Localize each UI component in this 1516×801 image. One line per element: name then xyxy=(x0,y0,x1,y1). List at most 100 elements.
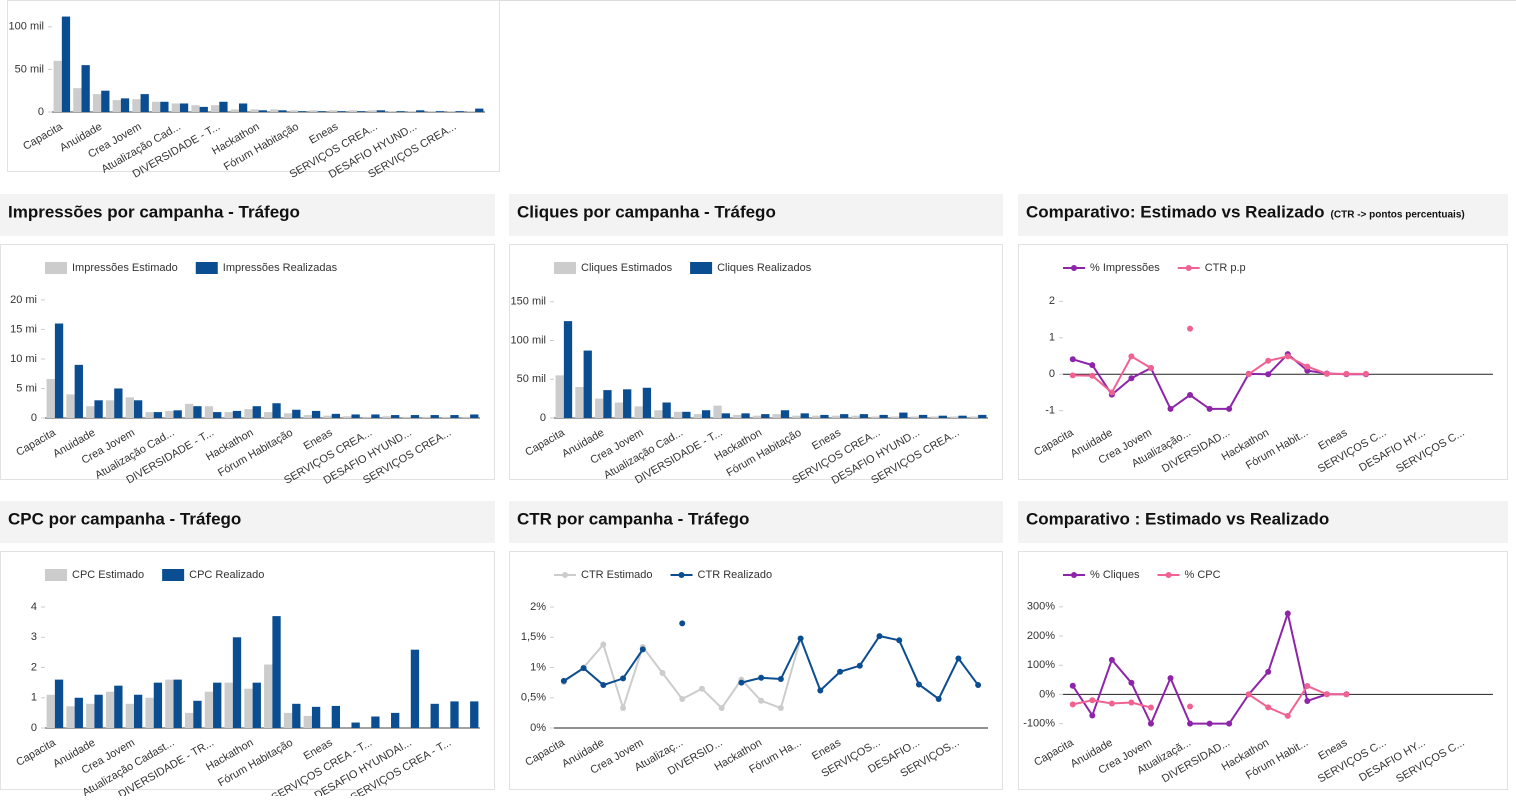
chart-title: Impressões por campanha - Tráfego xyxy=(8,202,300,221)
bar xyxy=(278,110,287,112)
bar xyxy=(211,105,220,112)
bar xyxy=(430,703,439,728)
bar xyxy=(348,110,358,112)
point xyxy=(1069,356,1076,363)
bar xyxy=(153,682,163,728)
point xyxy=(1089,372,1096,379)
bar xyxy=(264,664,273,728)
bar xyxy=(910,416,919,418)
bar xyxy=(563,321,573,418)
bar xyxy=(272,403,281,418)
legend-label: CTR p.p xyxy=(1205,262,1246,274)
legend-label: CPC Realizado xyxy=(189,569,264,581)
bar xyxy=(475,108,484,112)
bar xyxy=(958,415,967,418)
bar xyxy=(792,415,801,418)
bar xyxy=(86,406,95,418)
bar xyxy=(191,105,200,112)
legend-label: CTR Realizado xyxy=(698,569,773,581)
y-tick-label: 0 xyxy=(540,412,546,424)
bar xyxy=(470,414,479,418)
point xyxy=(1069,682,1076,689)
bar xyxy=(264,412,273,418)
legend-label: % Impressões xyxy=(1090,262,1160,274)
point xyxy=(1108,656,1115,663)
bar xyxy=(396,111,405,112)
bar xyxy=(81,65,90,112)
bar xyxy=(283,413,293,418)
point xyxy=(777,705,784,712)
point xyxy=(1187,325,1194,332)
bar xyxy=(303,415,312,418)
point xyxy=(1147,365,1154,372)
legend-swatch xyxy=(45,569,67,581)
chart-title: Cliques por campanha - Tráfego xyxy=(517,202,776,221)
point xyxy=(777,676,784,683)
bar xyxy=(46,379,55,418)
point xyxy=(1089,712,1096,719)
bar xyxy=(230,109,239,112)
bar xyxy=(238,103,248,112)
point xyxy=(1284,610,1291,617)
chart-title: CTR por campanha - Tráfego xyxy=(517,509,749,528)
bar xyxy=(54,679,64,728)
point xyxy=(1304,363,1311,370)
bar xyxy=(125,397,134,418)
point xyxy=(1147,704,1154,711)
bar xyxy=(114,685,123,728)
point xyxy=(1265,357,1272,364)
bar xyxy=(930,416,939,418)
legend-label: Impressões Estimado xyxy=(72,262,178,274)
bar xyxy=(252,682,261,728)
bar xyxy=(938,415,947,418)
bar xyxy=(969,416,979,418)
bar xyxy=(654,410,663,418)
point xyxy=(1147,720,1154,727)
point xyxy=(1245,371,1252,378)
bar xyxy=(193,406,202,418)
bar xyxy=(642,387,652,418)
legend-swatch xyxy=(690,262,713,274)
bar xyxy=(184,403,194,418)
bar xyxy=(357,111,366,112)
bar xyxy=(74,697,83,728)
legend-dot xyxy=(562,572,568,578)
bar xyxy=(125,703,134,728)
y-tick-label: 0 xyxy=(31,412,37,424)
bar xyxy=(368,110,377,112)
point xyxy=(1108,389,1115,396)
point xyxy=(817,687,824,694)
point xyxy=(1069,372,1076,379)
legend-label: CPC Estimado xyxy=(72,569,144,581)
bar xyxy=(132,99,141,112)
y-tick-label: 1,5% xyxy=(521,631,546,643)
y-tick-label: 10 mi xyxy=(10,353,37,365)
bar xyxy=(61,16,71,113)
bar xyxy=(673,411,683,418)
bar xyxy=(179,103,189,112)
point xyxy=(1167,405,1174,412)
bar xyxy=(244,409,253,418)
y-tick-label: 100% xyxy=(1027,659,1055,671)
point xyxy=(1284,353,1291,360)
bar xyxy=(173,410,182,418)
y-tick-label: 2 xyxy=(31,661,37,673)
y-tick-label: 2 xyxy=(1049,295,1055,307)
point xyxy=(620,705,627,712)
bar xyxy=(466,111,476,112)
y-tick-label: 0 xyxy=(1049,368,1055,380)
bar xyxy=(337,111,346,112)
bar xyxy=(410,415,420,418)
bar xyxy=(74,364,83,418)
y-tick-label: 300% xyxy=(1027,601,1055,613)
bar xyxy=(101,90,110,112)
bar xyxy=(54,323,64,418)
legend-dot xyxy=(1071,572,1077,578)
y-tick-label: 1% xyxy=(530,661,546,673)
bar xyxy=(66,394,75,418)
point xyxy=(620,675,627,682)
bar xyxy=(800,413,809,418)
bar xyxy=(447,111,456,112)
bar xyxy=(105,691,115,728)
bar xyxy=(224,412,233,418)
